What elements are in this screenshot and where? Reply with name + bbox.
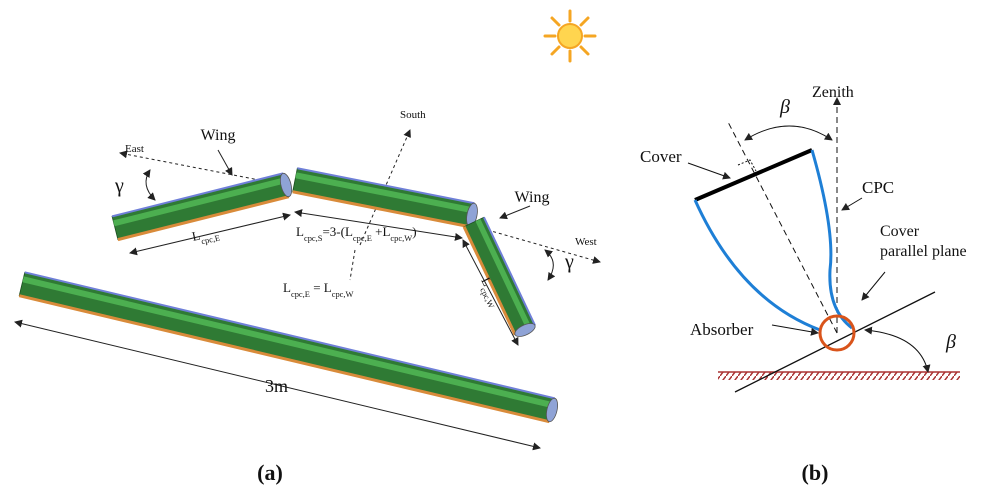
formula-text: L (296, 224, 304, 239)
caption: (a) (257, 460, 283, 485)
cpc-tubes (19, 168, 559, 423)
direction-label: East (125, 143, 144, 155)
tube-bottom-edge (19, 296, 549, 422)
sun-icon (545, 11, 595, 61)
direction-label: South (400, 109, 426, 121)
length-label: 3m (265, 376, 288, 396)
angle-label: β (779, 96, 790, 118)
formula: Lcpc,S=3-(Lcpc,E +Lcpc,W) (296, 224, 417, 243)
wing-label: Wing (201, 127, 236, 144)
subscript: cpc,E (291, 289, 310, 299)
caption: (b) (802, 460, 829, 485)
zenith-label: Zenith (812, 84, 854, 101)
subscript: cpc,E (200, 232, 221, 246)
subscript: cpc,E (353, 233, 372, 243)
angle-label: β (945, 331, 956, 353)
cpc-label: CPC (862, 178, 894, 197)
cover-label: Cover (640, 147, 682, 166)
angle-label: γ (114, 175, 124, 197)
formula-text: +L (372, 224, 391, 239)
caption-text: (a) (257, 460, 283, 485)
tube-highlight (23, 279, 553, 405)
figure: Wing Wing East South West γ γ 3m (a) (b)… (0, 0, 982, 497)
direction-label: West (575, 236, 597, 248)
cover-plane-label: parallel plane (880, 243, 967, 260)
caption-text: (b) (802, 460, 829, 485)
angle-label: γ (564, 251, 574, 273)
formula-text: =3-(L (322, 224, 352, 239)
formula-text: ) (412, 224, 416, 239)
wing-label: Wing (515, 189, 550, 206)
formula: Lcpc,E = Lcpc,W (283, 280, 354, 299)
cover-plane-label: Cover (880, 223, 920, 240)
formula-text: = L (310, 280, 332, 295)
absorber-label: Absorber (690, 320, 754, 339)
subscript: cpc,S (304, 233, 323, 243)
subscript: cpc,W (332, 289, 354, 299)
subscript: cpc,W (390, 233, 412, 243)
formula-text: L (283, 280, 291, 295)
formula: Lcpc,E (191, 224, 221, 248)
